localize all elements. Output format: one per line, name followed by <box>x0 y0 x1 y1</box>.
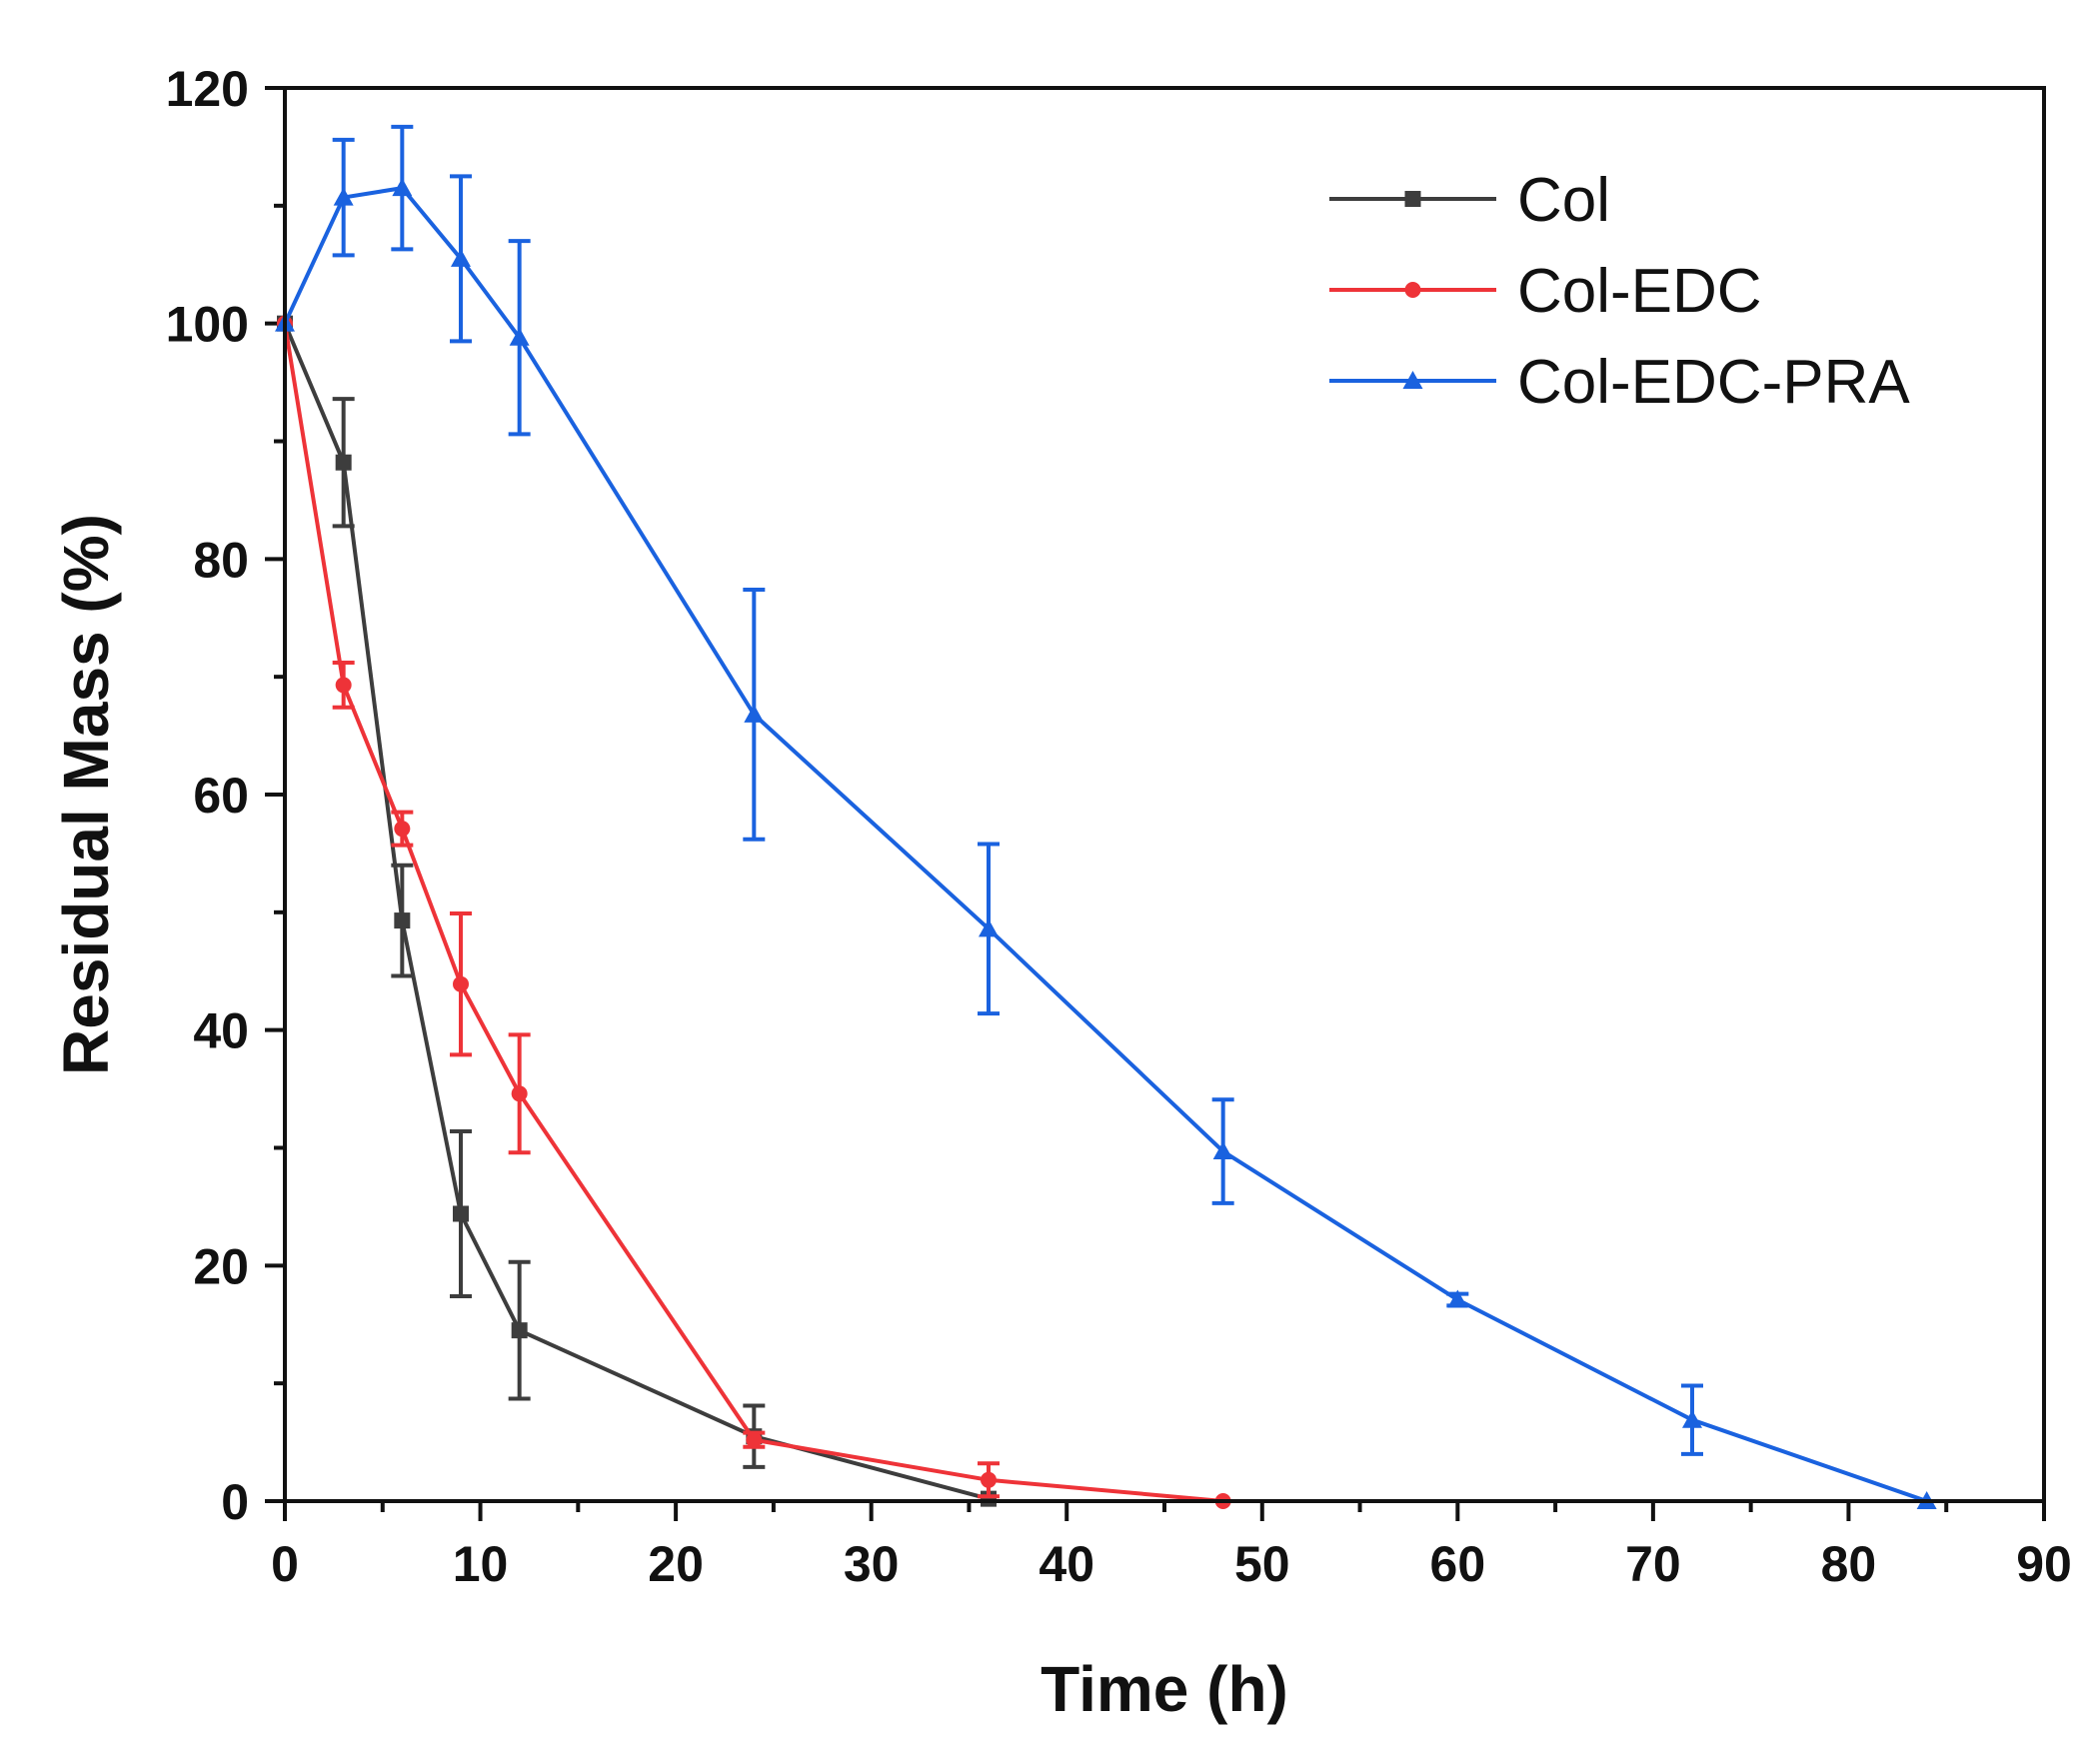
y-tick-label: 80 <box>193 532 249 588</box>
plot-frame <box>283 86 2046 1503</box>
y-tick-label: 100 <box>166 297 249 353</box>
x-tick-label: 60 <box>1430 1536 1486 1592</box>
data-point <box>744 704 765 723</box>
x-tick-label: 40 <box>1039 1536 1094 1592</box>
legend-label: Col <box>1517 166 1610 235</box>
data-point <box>335 677 352 694</box>
x-tick-label: 70 <box>1625 1536 1681 1592</box>
legend: Col Col-EDC Col-EDC-PRA <box>1329 166 1910 417</box>
data-point <box>746 1431 763 1448</box>
x-tick-label: 50 <box>1234 1536 1290 1592</box>
data-point <box>1682 1409 1702 1428</box>
legend-marker <box>1404 282 1421 298</box>
legend-label: Col-EDC <box>1517 257 1762 326</box>
y-tick-label: 20 <box>193 1238 249 1294</box>
y-tick-label: 40 <box>193 1003 249 1059</box>
x-tick-label: 90 <box>2016 1536 2072 1592</box>
data-point <box>509 327 530 346</box>
data-point <box>979 918 999 937</box>
data-point <box>451 248 471 267</box>
y-tick-label: 120 <box>166 61 249 117</box>
data-point <box>511 1322 528 1339</box>
x-tick-label: 20 <box>648 1536 704 1592</box>
data-point <box>453 975 469 992</box>
x-tick-label: 30 <box>844 1536 900 1592</box>
series-col-edc-pra <box>275 124 1937 1509</box>
data-point <box>453 1205 469 1222</box>
series-layer <box>275 124 1937 1509</box>
data-point <box>392 178 413 197</box>
legend-marker <box>1402 371 1423 389</box>
x-axis-title: Time (h) <box>1041 1653 1288 1725</box>
data-point <box>394 912 411 929</box>
y-tick-label: 0 <box>221 1474 249 1530</box>
ticks-layer: 0 10 20 30 40 50 60 70 80 90 0 20 40 60 80 100 120 <box>166 61 2072 1592</box>
series-col-edc <box>277 315 1231 1509</box>
x-tick-label: 10 <box>453 1536 509 1592</box>
x-tick-label: 0 <box>271 1536 299 1592</box>
y-axis-title: Residual Mass (%) <box>50 514 122 1075</box>
legend-marker <box>1404 191 1421 207</box>
data-point <box>333 187 354 206</box>
data-point <box>335 454 352 471</box>
legend-label: Col-EDC-PRA <box>1517 348 1910 417</box>
data-point <box>511 1085 528 1102</box>
x-tick-label: 80 <box>1821 1536 1877 1592</box>
data-point <box>1212 1141 1233 1160</box>
data-point <box>981 1471 997 1488</box>
data-point <box>1447 1289 1468 1308</box>
y-tick-label: 60 <box>193 768 249 824</box>
data-point <box>394 821 411 838</box>
